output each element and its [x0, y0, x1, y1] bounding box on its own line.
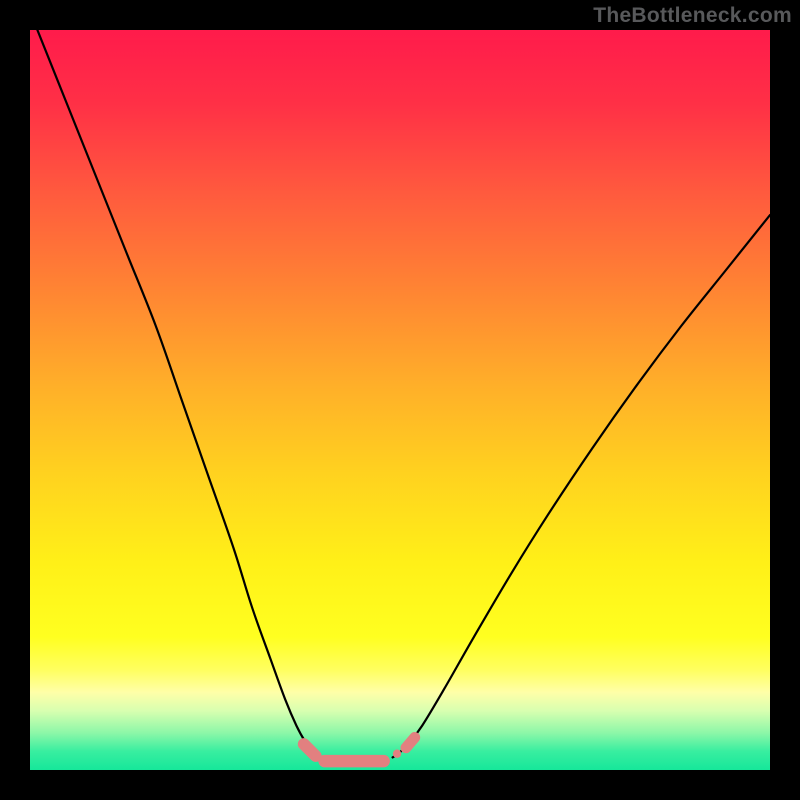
floor-marker-0 [304, 744, 316, 756]
floor-marker-2 [393, 750, 401, 758]
chart-svg [30, 30, 770, 770]
floor-marker-3 [406, 737, 415, 747]
watermark-text: TheBottleneck.com [593, 4, 792, 28]
plot-area [30, 30, 770, 770]
gradient-background [30, 30, 770, 770]
